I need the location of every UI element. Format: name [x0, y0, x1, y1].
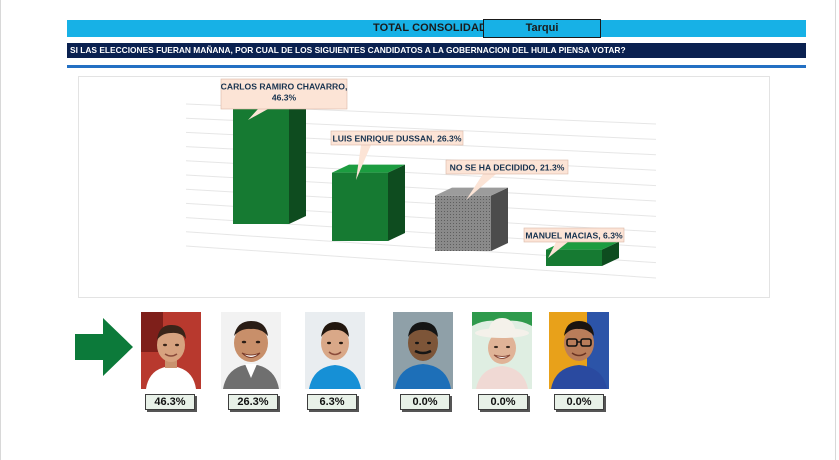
- data-label-text: NO SE HA DECIDIDO, 21.3%: [450, 163, 565, 173]
- bar-front: [233, 103, 289, 224]
- chart-data-labels: CARLOS RAMIRO CHAVARRO,46.3% LUIS ENRIQUE…: [220, 78, 625, 258]
- callout-box: [445, 159, 569, 175]
- callout-box: [330, 130, 464, 146]
- data-label-text: CARLOS RAMIRO CHAVARRO,: [221, 82, 348, 92]
- candidate-photo-6: [549, 312, 609, 389]
- location-field[interactable]: Tarqui: [483, 19, 601, 38]
- candidate-photo-4: [393, 312, 453, 389]
- chart-frame: [78, 76, 770, 298]
- percent-badge-6: 0.0%: [554, 394, 604, 410]
- bar-side: [602, 241, 619, 266]
- callout-box: [220, 78, 348, 110]
- candidate-photo-5: [472, 312, 532, 389]
- callout-box: [523, 227, 625, 243]
- data-label-text: MANUEL MACIAS, 6.3%: [525, 231, 623, 241]
- bar-chart: CARLOS RAMIRO CHAVARRO,46.3% LUIS ENRIQUE…: [185, 78, 657, 279]
- data-label-3: NO SE HA DECIDIDO, 21.3%: [445, 159, 569, 200]
- title-bar: [67, 20, 806, 37]
- percent-badge-2: 26.3%: [228, 394, 278, 410]
- bar-side: [388, 164, 405, 241]
- bar-side: [289, 95, 306, 225]
- bar-front: [332, 172, 388, 241]
- candidate-photo-2: [221, 312, 281, 389]
- data-label-text: LUIS ENRIQUE DUSSAN, 26.3%: [333, 134, 462, 144]
- right-border: [835, 0, 836, 460]
- callout-tail: [548, 242, 568, 258]
- question-banner: SI LAS ELECCIONES FUERAN MAÑANA, POR CUA…: [67, 43, 806, 58]
- chart-bars: [233, 95, 619, 266]
- bar-3: [435, 187, 508, 251]
- callout-tail: [466, 174, 496, 200]
- percent-badge-3: 6.3%: [307, 394, 357, 410]
- divider: [67, 65, 806, 68]
- callout-tail: [356, 145, 371, 180]
- data-label-text: 46.3%: [272, 93, 297, 103]
- data-label-4: MANUEL MACIAS, 6.3%: [523, 227, 625, 258]
- page-title: TOTAL CONSOLIDADO: [373, 22, 496, 34]
- bar-front: [435, 195, 491, 251]
- bar-front: [546, 249, 602, 266]
- bar-2: [332, 164, 405, 241]
- bar-top: [332, 164, 405, 173]
- right-arrow-icon: [75, 318, 133, 376]
- gridline: [185, 245, 657, 279]
- left-border: [0, 0, 1, 460]
- percent-badge-4: 0.0%: [400, 394, 450, 410]
- candidate-photo-3: [305, 312, 365, 389]
- data-label-1: CARLOS RAMIRO CHAVARRO,46.3%: [220, 78, 348, 120]
- bar-side: [491, 187, 508, 251]
- bar-1: [233, 95, 306, 225]
- data-label-2: LUIS ENRIQUE DUSSAN, 26.3%: [330, 130, 464, 180]
- callout-tail: [248, 109, 268, 120]
- candidate-photo-1: [141, 312, 201, 389]
- percent-badge-5: 0.0%: [478, 394, 528, 410]
- percent-badge-1: 46.3%: [145, 394, 195, 410]
